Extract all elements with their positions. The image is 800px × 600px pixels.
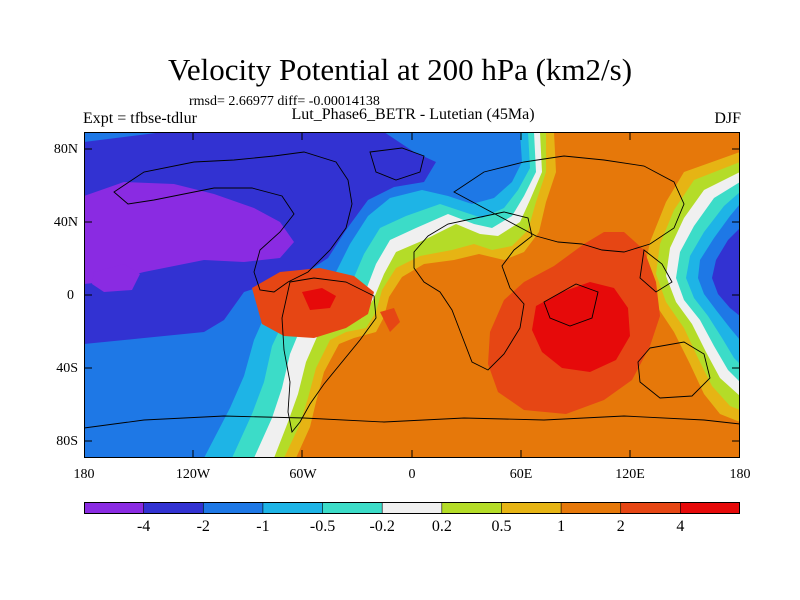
plot-title: Velocity Potential at 200 hPa (km2/s): [167, 52, 633, 87]
colorbar-cell: [441, 502, 503, 514]
lon-tick-120w: 120W: [175, 467, 211, 482]
coastlines: [84, 147, 740, 434]
colorbar-cell: [322, 502, 383, 514]
colorbar-tick-label: -2: [196, 518, 210, 535]
coast-greenland: [369, 147, 425, 181]
coast-southeast-asia: [639, 249, 673, 293]
colorbar-cell: [84, 502, 145, 514]
colorbar-cell: [202, 502, 264, 514]
coast-antarctica: [84, 415, 740, 429]
lat-tick-equator: 0: [67, 288, 74, 303]
colorbar-tick-label: 0.5: [491, 518, 512, 535]
lat-tick-80n: 80N: [53, 142, 78, 157]
contour-red-indian: [532, 282, 630, 372]
lon-tick-180e: 180: [729, 467, 751, 482]
colorbar-tick-label: -1: [256, 518, 270, 535]
colorbar-cell: [501, 502, 562, 514]
contour-east-dark-blue: [712, 228, 740, 316]
rmsd-diff-stats: rmsd= 2.66977 diff= -0.00014138: [189, 94, 380, 109]
colorbar-tick-label: 2: [616, 518, 625, 535]
colorbar-tick-label: 1: [557, 518, 566, 535]
colorbar-tick-label: -0.5: [309, 518, 336, 535]
coast-north-america: [113, 151, 353, 293]
contour-purple-west: [84, 182, 294, 284]
lon-tick-180w: 180: [73, 467, 95, 482]
coast-australia: [637, 341, 711, 399]
coast-asia: [453, 155, 685, 253]
colorbar-cell: [262, 502, 324, 514]
contour-red-samerica: [302, 288, 336, 310]
colorbar-cell: [680, 502, 740, 514]
colorbar-frame: [84, 502, 740, 514]
season-label: DJF: [714, 110, 741, 127]
experiment-label: Expt = tfbse-tdlur: [83, 110, 197, 127]
lon-tick-60w: 60W: [289, 467, 317, 482]
colorbar: [84, 502, 740, 514]
lat-tick-40s: 40S: [56, 361, 78, 376]
colorbar-cells: [84, 502, 740, 514]
colorbar-tick-label: 4: [676, 518, 685, 535]
velocity-potential-map: [84, 132, 740, 458]
coast-india-block: [543, 283, 599, 327]
colorbar-cell: [143, 502, 205, 514]
coast-europe-africa: [413, 211, 533, 371]
lon-tick-120e: 120E: [615, 467, 645, 482]
colorbar-tick-label: -4: [136, 518, 151, 535]
coast-south-america: [281, 277, 377, 434]
lat-tick-80s: 80S: [56, 434, 78, 449]
contour-purple-southwest: [92, 264, 140, 292]
contour-fill-layer: [84, 132, 740, 458]
colorbar-cell: [381, 502, 443, 514]
lat-tick-40n: 40N: [53, 215, 78, 230]
map-tick-marks: [84, 132, 740, 458]
case-label: Lut_Phase6_BETR - Lutetian (45Ma): [291, 106, 535, 123]
contour-red-orange-atlantic: [380, 308, 400, 332]
colorbar-cell: [620, 502, 682, 514]
colorbar-tick-label: 0.2: [431, 518, 452, 535]
lon-tick-60e: 60E: [509, 467, 533, 482]
colorbar-tick-label: -0.2: [369, 518, 395, 535]
colorbar-cell: [560, 502, 622, 514]
lon-tick-0: 0: [408, 467, 416, 482]
